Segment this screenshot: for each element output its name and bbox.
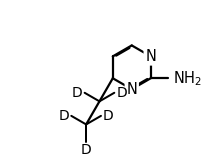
Text: N: N: [126, 82, 137, 97]
Text: D: D: [103, 109, 114, 123]
Text: D: D: [59, 109, 69, 123]
Text: D: D: [116, 86, 127, 100]
Text: D: D: [72, 86, 83, 100]
Text: NH$_2$: NH$_2$: [173, 69, 202, 88]
Text: D: D: [81, 143, 92, 157]
Text: N: N: [145, 49, 156, 64]
